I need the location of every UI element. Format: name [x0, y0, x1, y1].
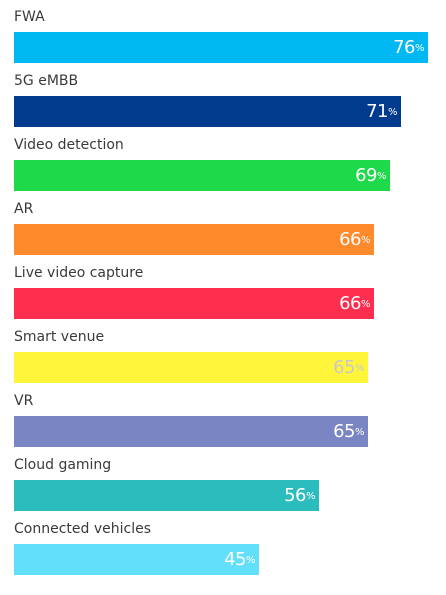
bar-row: 5G eMBB 71%	[14, 72, 434, 136]
category-label: 5G eMBB	[14, 73, 79, 89]
value-label: 66%	[339, 228, 370, 252]
value-number: 71	[366, 101, 388, 122]
bar: 65%	[14, 416, 368, 447]
bar: 66%	[14, 224, 374, 255]
value-label: 71%	[366, 100, 397, 124]
value-label: 45%	[224, 548, 255, 572]
value-number: 56	[284, 485, 306, 506]
value-label: 76%	[393, 36, 424, 60]
bar: 71%	[14, 96, 401, 127]
percent-sign: %	[305, 491, 316, 502]
percent-sign: %	[245, 555, 256, 566]
bar: 69%	[14, 160, 390, 191]
category-label: Cloud gaming	[14, 457, 112, 473]
value-label: 65%	[333, 420, 364, 444]
value-number: 45	[224, 549, 246, 570]
category-label: Connected vehicles	[14, 521, 151, 537]
category-label: Video detection	[14, 137, 124, 153]
bar: 76%	[14, 32, 428, 63]
bar-row: AR 66%	[14, 200, 434, 264]
value-label: 56%	[284, 484, 315, 508]
value-number: 69	[355, 165, 377, 186]
value-number: 65	[333, 421, 355, 442]
bar-row: FWA 76%	[14, 8, 434, 72]
bar-row: Smart venue 65%	[14, 328, 434, 392]
value-number: 76	[393, 37, 415, 58]
value-label: 69%	[355, 164, 386, 188]
percent-sign: %	[360, 235, 371, 246]
bar-row: Cloud gaming 56%	[14, 456, 434, 520]
bar-row: VR 65%	[14, 392, 434, 456]
category-label: FWA	[14, 9, 45, 25]
percent-sign: %	[354, 427, 365, 438]
bar-row: Video detection 69%	[14, 136, 434, 200]
percent-sign: %	[354, 363, 365, 374]
percent-sign: %	[414, 43, 425, 54]
category-label: AR	[14, 201, 34, 217]
bar-row: Connected vehicles 45%	[14, 520, 434, 584]
percent-sign: %	[387, 107, 398, 118]
bar: 65%	[14, 352, 368, 383]
bar: 66%	[14, 288, 374, 319]
value-number: 65	[333, 357, 355, 378]
value-label: 65%	[333, 356, 364, 380]
category-label: Smart venue	[14, 329, 105, 345]
category-label: VR	[14, 393, 34, 409]
bar: 45%	[14, 544, 259, 575]
percent-sign: %	[376, 171, 387, 182]
percent-sign: %	[360, 299, 371, 310]
value-number: 66	[339, 293, 361, 314]
category-label: Live video capture	[14, 265, 144, 281]
bar: 56%	[14, 480, 319, 511]
value-label: 66%	[339, 292, 370, 316]
value-number: 66	[339, 229, 361, 250]
bar-row: Live video capture 66%	[14, 264, 434, 328]
